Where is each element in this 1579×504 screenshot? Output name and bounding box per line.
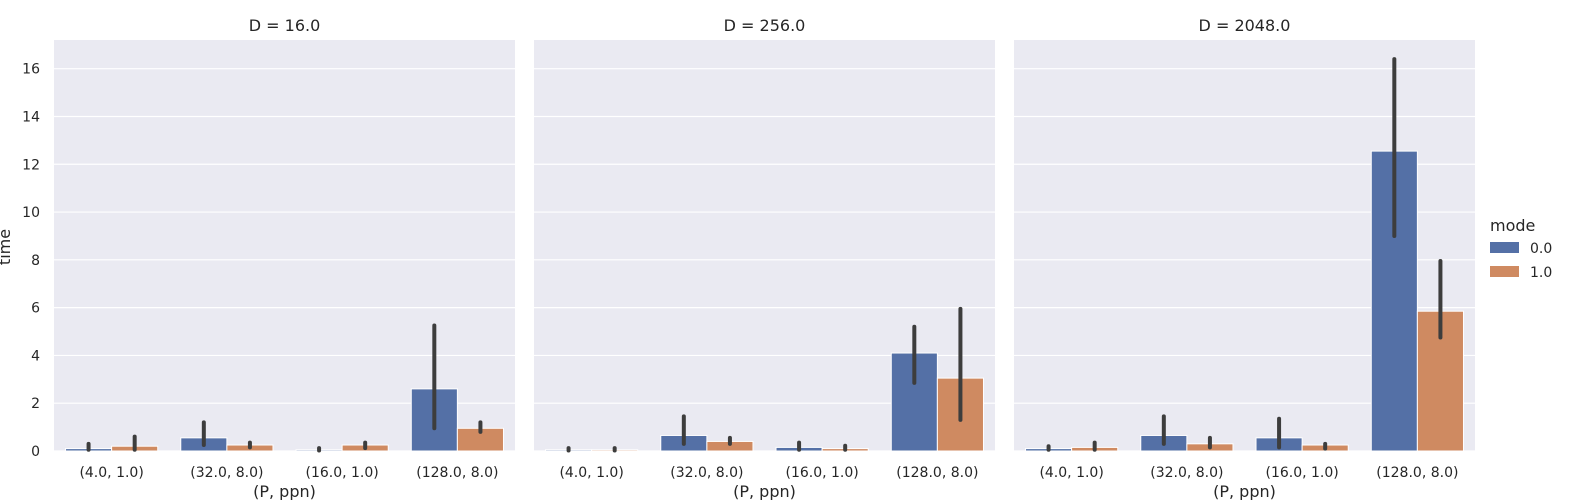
legend-title: mode bbox=[1490, 216, 1535, 235]
x-axis-label: (P, ppn) bbox=[733, 482, 796, 500]
x-tick-label: (16.0, 1.0) bbox=[785, 465, 858, 481]
x-tick-label: (16.0, 1.0) bbox=[305, 465, 378, 481]
facet-panel-1: D = 256.0 (4.0, 1.0) (32.0, 8.0) (16.0, 1.0… bbox=[534, 16, 995, 501]
x-axis-label: (P, ppn) bbox=[253, 482, 316, 500]
legend-label-mode-0: 0.0 bbox=[1530, 241, 1552, 257]
legend-swatch-mode-0 bbox=[1490, 242, 1519, 253]
y-tick-label: 2 bbox=[31, 396, 40, 412]
legend-label-mode-1: 1.0 bbox=[1530, 265, 1552, 281]
x-tick-label: (4.0, 1.0) bbox=[79, 465, 143, 481]
x-tick-label: (128.0, 8.0) bbox=[1376, 465, 1458, 481]
x-tick-label: (4.0, 1.0) bbox=[559, 465, 623, 481]
x-tick-label: (32.0, 8.0) bbox=[1150, 465, 1223, 481]
y-tick-label: 6 bbox=[31, 301, 40, 317]
legend: mode 0.0 1.0 bbox=[1490, 216, 1552, 281]
panel-title: D = 16.0 bbox=[249, 16, 321, 35]
facet-panel-0: D = 16.0 0 2 4 6 8 10 12 14 16 (4.0, 1.0) (32.0, 8.… bbox=[22, 16, 515, 501]
x-tick-label: (32.0, 8.0) bbox=[190, 465, 263, 481]
y-tick-label: 10 bbox=[22, 205, 40, 221]
x-tick-label: (4.0, 1.0) bbox=[1039, 465, 1103, 481]
legend-swatch-mode-1 bbox=[1490, 266, 1519, 277]
y-axis-label: time bbox=[0, 229, 14, 265]
panels-layer: D = 16.0 0 2 4 6 8 10 12 14 16 (4.0, 1.0) (32.0, 8.… bbox=[22, 16, 1475, 501]
panel-title: D = 2048.0 bbox=[1199, 16, 1291, 35]
x-tick-label: (128.0, 8.0) bbox=[416, 465, 498, 481]
y-tick-label: 14 bbox=[22, 109, 40, 125]
y-tick-label: 0 bbox=[31, 444, 40, 460]
y-tick-label: 8 bbox=[31, 253, 40, 269]
y-tick-label: 4 bbox=[31, 348, 40, 364]
facet-panel-2: D = 2048.0 (4.0, 1.0) (32.0, 8.0) (16.0, 1.… bbox=[1014, 16, 1475, 501]
panel-background bbox=[54, 40, 515, 451]
x-tick-label: (128.0, 8.0) bbox=[896, 465, 978, 481]
y-tick-label: 16 bbox=[22, 62, 40, 78]
x-tick-label: (16.0, 1.0) bbox=[1265, 465, 1338, 481]
x-tick-label: (32.0, 8.0) bbox=[670, 465, 743, 481]
panel-title: D = 256.0 bbox=[724, 16, 806, 35]
x-axis-label: (P, ppn) bbox=[1213, 482, 1276, 500]
y-tick-label: 12 bbox=[22, 157, 40, 173]
